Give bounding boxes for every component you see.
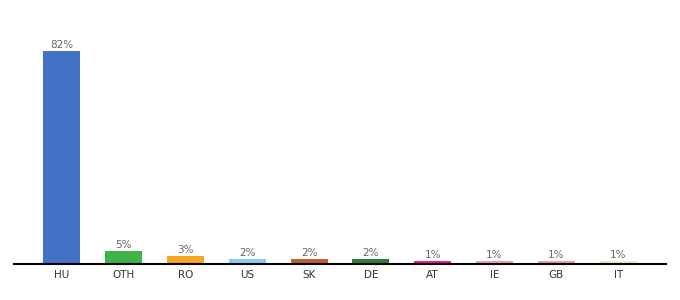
Text: 2%: 2% (301, 248, 318, 257)
Text: 1%: 1% (610, 250, 626, 260)
Bar (290, 259, 328, 264)
Text: 3%: 3% (177, 245, 194, 255)
Text: 2%: 2% (362, 248, 379, 257)
Text: 82%: 82% (50, 40, 73, 50)
Text: 1%: 1% (424, 250, 441, 260)
Bar (414, 261, 452, 264)
Bar (352, 259, 390, 264)
Text: 2%: 2% (239, 248, 256, 257)
Text: 5%: 5% (116, 240, 132, 250)
Text: 1%: 1% (548, 250, 564, 260)
Bar (44, 51, 80, 264)
Bar (600, 261, 636, 264)
Bar (228, 259, 266, 264)
Bar (167, 256, 204, 264)
Bar (105, 251, 142, 264)
Bar (538, 261, 575, 264)
Bar (476, 261, 513, 264)
Text: 1%: 1% (486, 250, 503, 260)
